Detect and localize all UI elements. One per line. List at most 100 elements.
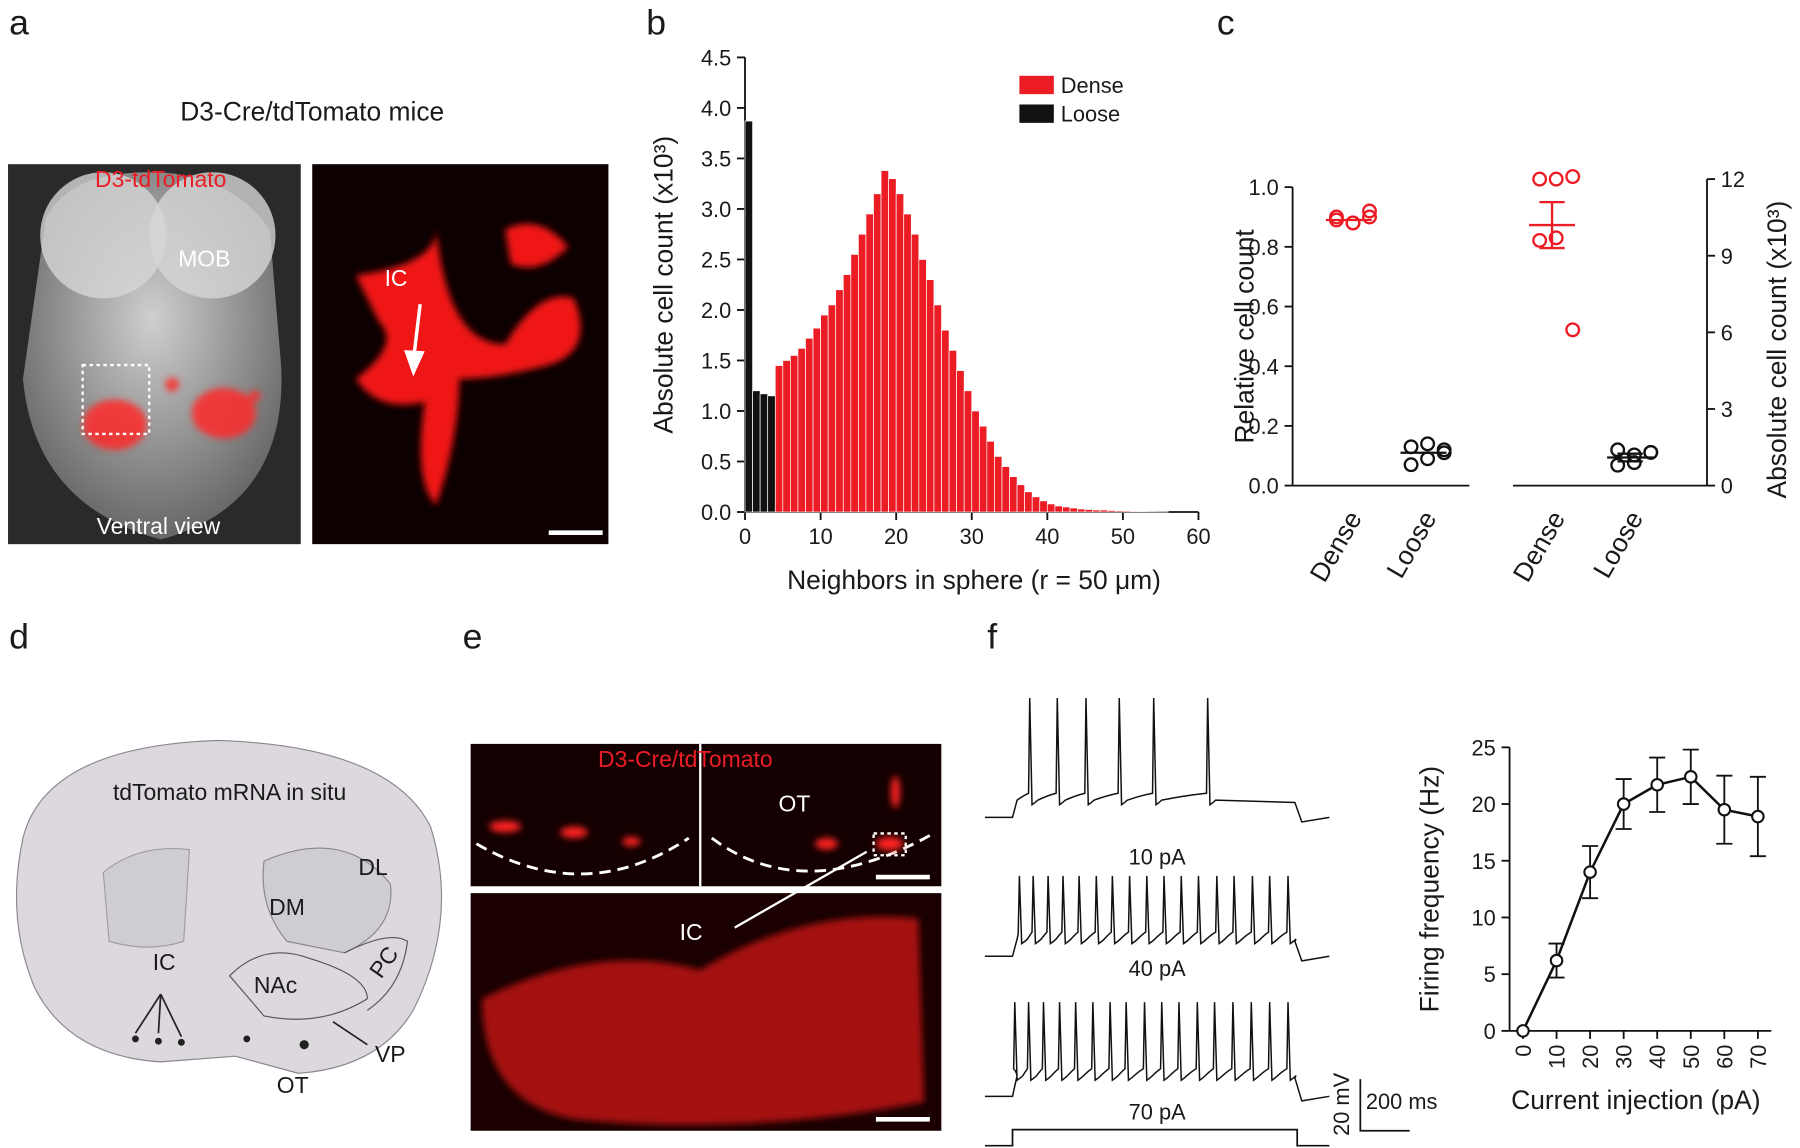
scale-label: 200 ms: [1366, 1089, 1438, 1114]
image-label: VP: [375, 1041, 406, 1067]
histogram-bar: [1016, 484, 1025, 513]
x-axis-label: Current injection (pA): [1511, 1085, 1760, 1115]
y-tick-label: 2.0: [701, 298, 731, 323]
histogram-bar: [888, 178, 897, 513]
histogram-bar: [752, 390, 761, 513]
panel-label: c: [1217, 2, 1235, 42]
y-tick-label: 0.8: [1249, 235, 1279, 260]
data-point: [1610, 442, 1626, 458]
stimulus-step: [984, 1128, 1330, 1147]
x-tick-label: 0: [739, 524, 751, 549]
histogram-bar: [941, 329, 950, 513]
data-point: [1420, 436, 1436, 452]
y-tick-label: 0.6: [1249, 295, 1279, 320]
legend-swatch: [1019, 75, 1054, 95]
data-point: [1565, 322, 1581, 338]
histogram-bar: [1039, 500, 1048, 513]
histogram-bar: [994, 456, 1003, 513]
x-tick-label: 40: [1645, 1045, 1670, 1069]
histogram-bar: [790, 355, 799, 513]
data-point: [1717, 802, 1732, 817]
histogram-bar: [1130, 510, 1139, 513]
x-axis-label: Neighbors in sphere (r = 50 μm): [787, 565, 1161, 595]
image-label: DM: [269, 894, 305, 920]
histogram-bar: [1054, 505, 1063, 513]
voltage-trace: [984, 875, 1330, 962]
legend-label: Dense: [1061, 73, 1124, 98]
y-axis-label: Relative cell count: [1230, 229, 1260, 444]
image-label: IC: [680, 919, 703, 945]
histogram-bar: [1077, 508, 1086, 513]
histogram-bar: [797, 348, 806, 513]
histogram-bar: [1009, 476, 1018, 513]
y-tick-label: 1.0: [1249, 175, 1279, 200]
y-axis-label: Firing frequency (Hz): [1414, 766, 1444, 1012]
data-point: [1362, 209, 1377, 225]
histogram-bar: [948, 350, 957, 513]
histogram-bar: [850, 254, 859, 513]
x-tick-label: Dense: [1304, 506, 1368, 587]
data-point: [1565, 169, 1581, 185]
y-tick-label: 1.5: [701, 349, 731, 374]
histogram-bar: [956, 370, 965, 513]
y-tick-label: 0.0: [1249, 474, 1279, 499]
brain-photo: [8, 164, 301, 545]
x-tick-label: Loose: [1381, 506, 1443, 583]
y-tick-label: 5: [1484, 962, 1496, 987]
legend-label: Loose: [1061, 102, 1120, 127]
y-tick-label: 1.0: [701, 399, 731, 424]
data-point: [1436, 442, 1452, 458]
histogram-bar: [1092, 509, 1101, 513]
y-tick-label: 10: [1472, 906, 1496, 931]
image-label: OT: [778, 791, 810, 817]
panel-label: d: [9, 617, 29, 657]
y-tick-label: 0: [1721, 474, 1733, 499]
x-tick-label: 50: [1679, 1045, 1704, 1069]
y-tick-label: 0.2: [1249, 414, 1279, 439]
histogram-bar: [1145, 511, 1154, 513]
histogram-bar: [842, 274, 852, 513]
error-bar: [1539, 200, 1565, 250]
panel-label: a: [9, 2, 29, 42]
histogram-bar: [895, 193, 905, 513]
x-tick-label: 30: [960, 524, 984, 549]
histogram-bar: [767, 395, 776, 513]
x-tick-label: 10: [1545, 1045, 1570, 1069]
y-tick-label: 3.0: [701, 197, 731, 222]
histogram-bar: [971, 410, 980, 513]
data-point: [1626, 455, 1642, 471]
data-point: [1403, 457, 1419, 473]
histogram-bar: [805, 337, 814, 513]
y-axis-label: Absolute cell count (x10³): [1762, 201, 1792, 499]
x-tick-label: 30: [1612, 1045, 1637, 1069]
y-tick-label: 12: [1721, 167, 1745, 192]
histogram-bar: [1137, 511, 1146, 513]
y-tick-label: 3: [1721, 397, 1733, 422]
data-point: [1362, 203, 1377, 219]
histogram-bar: [865, 213, 874, 513]
x-tick-label: 60: [1186, 524, 1210, 549]
histogram-bar: [933, 304, 942, 513]
data-point: [1548, 230, 1564, 246]
x-tick-label: 50: [1111, 524, 1135, 549]
x-tick-label: 20: [884, 524, 908, 549]
data-point: [1610, 457, 1626, 473]
data-point: [1643, 444, 1659, 460]
x-tick-label: Dense: [1507, 506, 1571, 587]
histogram-bar: [1024, 491, 1033, 513]
image-label: D3-Cre/tdTomato: [598, 746, 773, 772]
image-label: OT: [277, 1072, 309, 1098]
histogram-bar: [759, 393, 769, 513]
histogram-bar: [903, 213, 912, 513]
trace-label: 40 pA: [1129, 956, 1186, 981]
y-tick-label: 25: [1472, 735, 1496, 760]
scale-label: 20 mV: [1329, 1072, 1354, 1135]
image-label: DL: [358, 854, 387, 880]
y-tick-label: 6: [1721, 320, 1733, 345]
histogram-bar: [910, 233, 920, 513]
y-tick-label: 0: [1484, 1019, 1496, 1044]
confocal-image: [312, 164, 609, 545]
image-label: MOB: [178, 245, 230, 271]
histogram-bar: [1122, 510, 1131, 513]
